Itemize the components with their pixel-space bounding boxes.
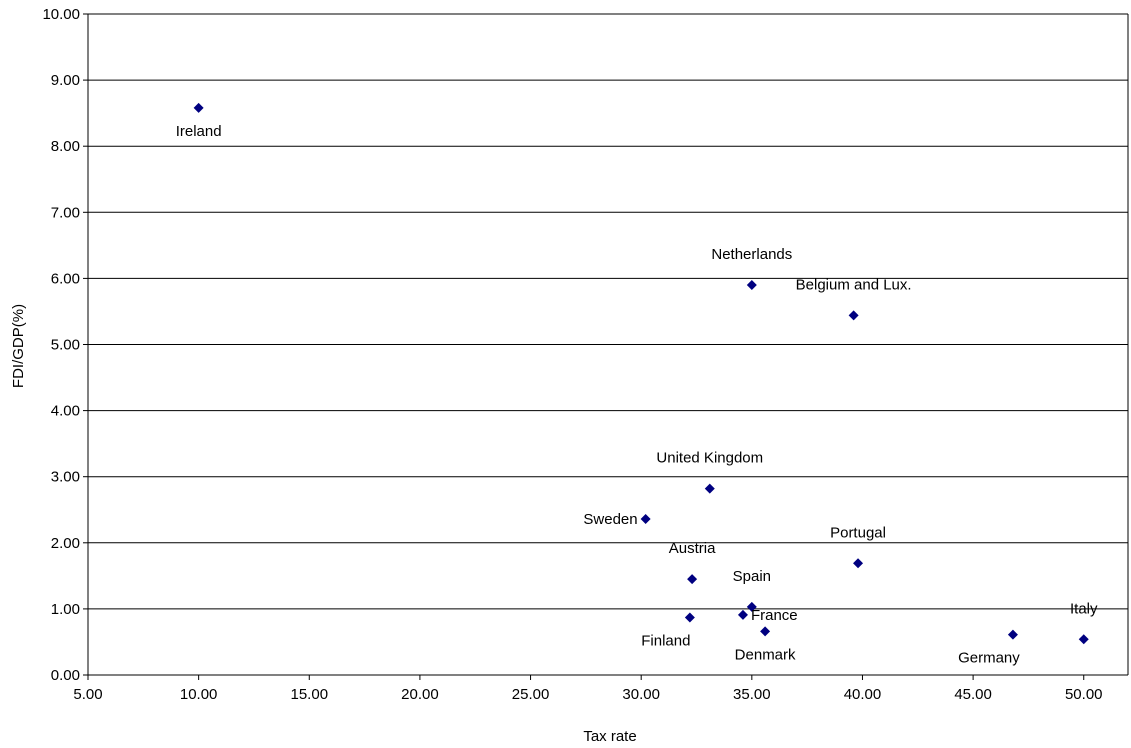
y-tick-label: 7.00 — [51, 204, 80, 221]
point-label: Austria — [669, 540, 716, 557]
data-points — [193, 102, 1089, 645]
x-tick-label: 20.00 — [401, 686, 439, 703]
data-point-sweden — [640, 514, 651, 525]
x-tick-label: 30.00 — [622, 686, 660, 703]
x-tick-label: 25.00 — [512, 686, 550, 703]
y-axis-title: FDI/GDP(%) — [10, 304, 27, 388]
data-point-finland — [684, 612, 695, 623]
y-tick-label: 1.00 — [51, 601, 80, 618]
point-label: Portugal — [830, 524, 886, 541]
x-tick-label: 45.00 — [954, 686, 992, 703]
data-point-denmark — [760, 626, 771, 637]
point-label: Sweden — [583, 511, 637, 528]
y-tick-label: 10.00 — [42, 6, 80, 23]
tick-labels: 0.00 1.00 2.00 3.00 4.00 5.00 6.00 7.00 8.00 9.00… — [42, 6, 1102, 703]
y-tick-label: 9.00 — [51, 72, 80, 89]
point-label: France — [751, 607, 798, 624]
data-point-ireland — [193, 102, 204, 113]
y-tick-label: 4.00 — [51, 403, 80, 420]
point-label: Netherlands — [711, 246, 792, 263]
point-label: Denmark — [735, 646, 796, 663]
point-label: Italy — [1070, 600, 1098, 617]
data-point-france — [737, 609, 748, 620]
point-label: Finland — [641, 632, 690, 649]
x-tick-label: 10.00 — [180, 686, 218, 703]
point-label: Ireland — [176, 123, 222, 140]
data-point-netherlands — [746, 280, 757, 291]
x-tick-label: 35.00 — [733, 686, 771, 703]
y-tick-label: 5.00 — [51, 337, 80, 354]
y-tick-label: 2.00 — [51, 535, 80, 552]
y-tick-label: 0.00 — [51, 667, 80, 684]
gridlines — [88, 13, 1128, 610]
x-axis-title: Tax rate — [583, 728, 636, 745]
point-label: Germany — [958, 650, 1020, 667]
y-tick-label: 3.00 — [51, 469, 80, 486]
point-label: Spain — [733, 568, 771, 585]
data-point-austria — [687, 574, 698, 585]
data-point-italy — [1078, 634, 1089, 645]
point-label: Belgium and Lux. — [796, 276, 912, 293]
x-tick-label: 40.00 — [844, 686, 882, 703]
x-tick-label: 15.00 — [291, 686, 329, 703]
data-point-belgium-and-lux — [848, 310, 859, 321]
data-point-united-kingdom — [704, 483, 715, 494]
data-point-portugal — [853, 558, 864, 569]
y-tick-label: 6.00 — [51, 270, 80, 287]
data-point-spain — [746, 601, 757, 612]
x-tick-label: 5.00 — [73, 686, 102, 703]
y-tick-label: 8.00 — [51, 138, 80, 155]
x-tick-label: 50.00 — [1065, 686, 1103, 703]
point-label: United Kingdom — [656, 450, 763, 467]
axes — [83, 13, 1129, 680]
data-point-germany — [1007, 629, 1018, 640]
